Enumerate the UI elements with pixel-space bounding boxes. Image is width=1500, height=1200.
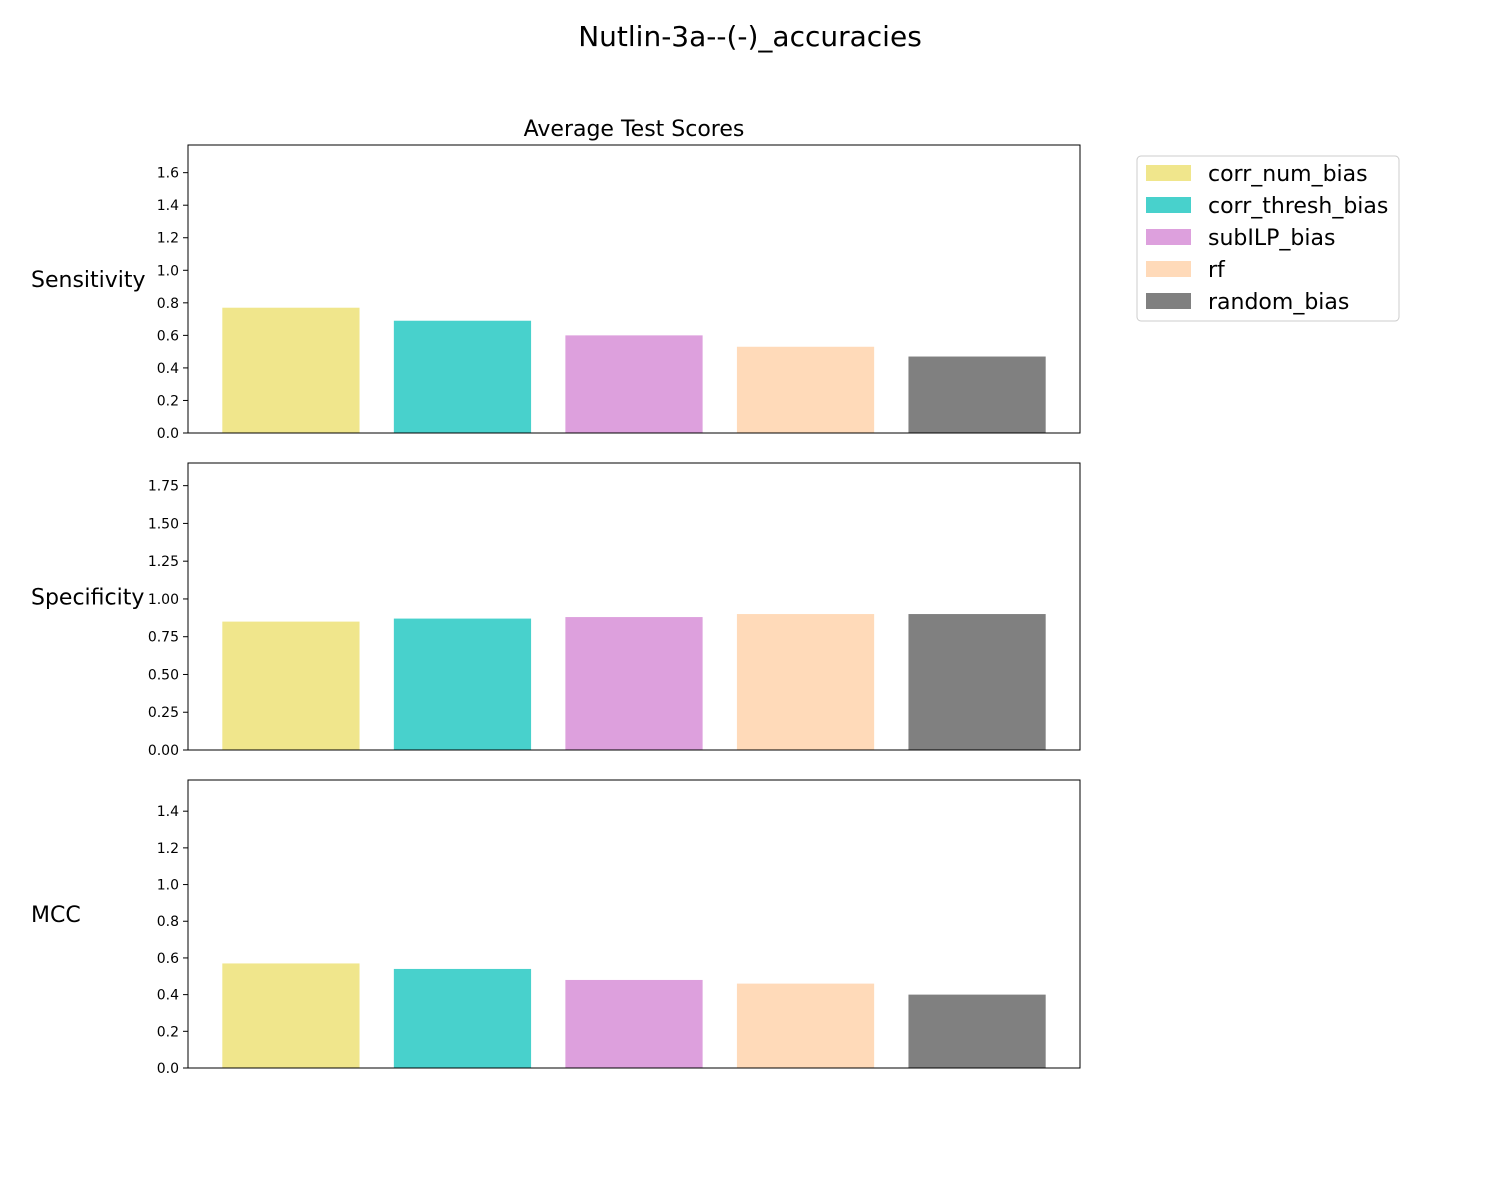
legend-swatch-rf	[1146, 261, 1191, 277]
legend-frame	[1136, 155, 1400, 322]
y-tick-label: 0.6	[157, 328, 179, 344]
y-tick-label: 1.25	[148, 554, 179, 570]
bar-random_bias	[908, 356, 1046, 433]
y-tick-label: 1.50	[148, 516, 179, 532]
legend-label-corr_num_bias: corr_num_bias	[1208, 162, 1368, 187]
bar-corr_num_bias	[222, 963, 360, 1068]
y-axis-label: Specificity	[31, 586, 144, 611]
axes-frame	[187, 779, 1081, 1069]
y-tick-label: 0.25	[148, 705, 179, 721]
bar-subILP_bias	[565, 979, 703, 1068]
bar-rf	[736, 983, 875, 1068]
panels: 0.00.20.40.60.81.01.21.41.6Sensitivity0.…	[31, 144, 1081, 1077]
bar-corr_num_bias	[222, 307, 360, 433]
y-tick-label: 0.2	[157, 393, 179, 409]
bar-corr_thresh_bias	[393, 968, 532, 1068]
legend-label-random_bias: random_bias	[1208, 290, 1349, 315]
y-axis-label: MCC	[31, 903, 81, 928]
y-tick-label: 1.6	[157, 166, 179, 182]
y-tick-label: 0.0	[157, 426, 179, 442]
bar-random_bias	[908, 994, 1046, 1068]
panel-sensitivity: 0.0 0.2 0.4 0.6 0.8 1.0 1.2 1.4 1.6 Sensitivity	[31, 144, 1081, 442]
legend-label-corr_thresh_bias: corr_thresh_bias	[1208, 194, 1388, 219]
y-tick-label: 1.00	[148, 592, 179, 608]
y-tick-label: 1.0	[157, 878, 179, 894]
legend-swatch-corr_thresh_bias	[1146, 197, 1191, 213]
y-tick-label: 1.0	[157, 263, 179, 279]
bar-corr_thresh_bias	[393, 320, 532, 433]
y-tick-label: 1.2	[157, 841, 179, 857]
chart-subtitle: Average Test Scores	[524, 117, 745, 142]
y-tick-label: 0.6	[157, 951, 179, 967]
legend-swatch-subILP_bias	[1146, 229, 1191, 245]
y-tick-label: 0.8	[157, 296, 179, 312]
bar-subILP_bias	[565, 335, 703, 433]
bar-corr_num_bias	[222, 621, 360, 750]
y-tick-label: 0.8	[157, 914, 179, 930]
legend: corr_num_bias corr_thresh_bias subILP_bias…	[1136, 155, 1400, 322]
y-tick-label: 1.4	[157, 804, 179, 820]
axes-frame	[187, 144, 1081, 434]
bar-rf	[736, 346, 875, 433]
y-tick-label: 0.0	[157, 1061, 179, 1077]
y-tick-label: 0.4	[157, 361, 179, 377]
bar-corr_thresh_bias	[393, 618, 532, 750]
panel-specificity: 0.00 0.25 0.50 0.75 1.00 1.25 1.50 1.75 Specific…	[31, 462, 1081, 759]
y-tick-label: 0.00	[148, 743, 179, 759]
y-tick-label: 0.50	[148, 667, 179, 683]
bar-subILP_bias	[565, 617, 703, 750]
legend-label-rf: rf	[1208, 258, 1226, 283]
axes-frame	[187, 462, 1081, 751]
y-tick-label: 0.2	[157, 1024, 179, 1040]
y-tick-label: 1.75	[148, 479, 179, 495]
bar-random_bias	[908, 614, 1046, 750]
chart-title: Nutlin-3a--(-)_accuracies	[578, 20, 922, 53]
y-tick-label: 1.2	[157, 231, 179, 247]
y-axis-label: Sensitivity	[31, 268, 146, 293]
legend-swatch-random_bias	[1146, 293, 1191, 309]
panel-mcc: 0.0 0.2 0.4 0.6 0.8 1.0 1.2 1.4 MCC	[31, 779, 1081, 1077]
y-tick-label: 0.4	[157, 988, 179, 1004]
legend-label-subILP_bias: subILP_bias	[1208, 226, 1335, 251]
bar-rf	[736, 614, 875, 750]
y-tick-label: 0.75	[148, 630, 179, 646]
legend-swatch-corr_num_bias	[1146, 165, 1191, 181]
y-tick-label: 1.4	[157, 198, 179, 214]
